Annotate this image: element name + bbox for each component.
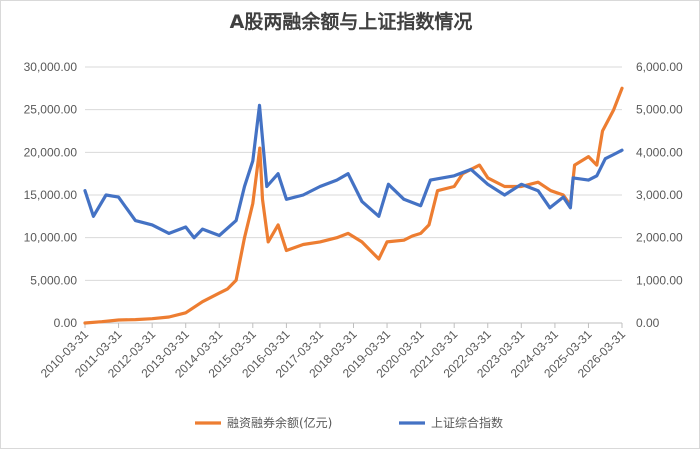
series-line-margin-balance: [83, 86, 624, 325]
y-right-tick-label: 2,000.00: [636, 231, 683, 245]
y-left-tick-label: 20,000.00: [24, 145, 78, 159]
y-left-tick-label: 25,000.00: [24, 103, 78, 117]
y-right-tick-label: 4,000.00: [636, 145, 683, 159]
legend-label: 上证综合指数: [431, 415, 503, 430]
y-right-tick-label: 3,000.00: [636, 188, 683, 202]
chart-title: A股两融余额与上证指数情况: [229, 11, 473, 33]
y-left-tick-label: 5,000.00: [30, 273, 77, 287]
y-right-tick-label: 1,000.00: [636, 273, 683, 287]
series-layer: [83, 86, 624, 325]
legend: 融资融券余额(亿元) 上证综合指数: [195, 415, 503, 430]
y-left-tick-label: 0.00: [54, 316, 78, 330]
y-right-tick-label: 0.00: [636, 316, 660, 330]
axis-layer: 0.00 0.00 5,000.00 1,000.00 10,000.00 2,000.0…: [24, 60, 683, 381]
y-right-tick-label: 6,000.00: [636, 60, 683, 74]
y-left-tick-label: 15,000.00: [24, 188, 78, 202]
series-line-sse-index: [83, 103, 624, 240]
legend-label: 融资融券余额(亿元): [227, 415, 332, 430]
y-left-tick-label: 30,000.00: [24, 60, 78, 74]
y-right-tick-label: 5,000.00: [636, 103, 683, 117]
y-left-tick-label: 10,000.00: [24, 231, 78, 245]
